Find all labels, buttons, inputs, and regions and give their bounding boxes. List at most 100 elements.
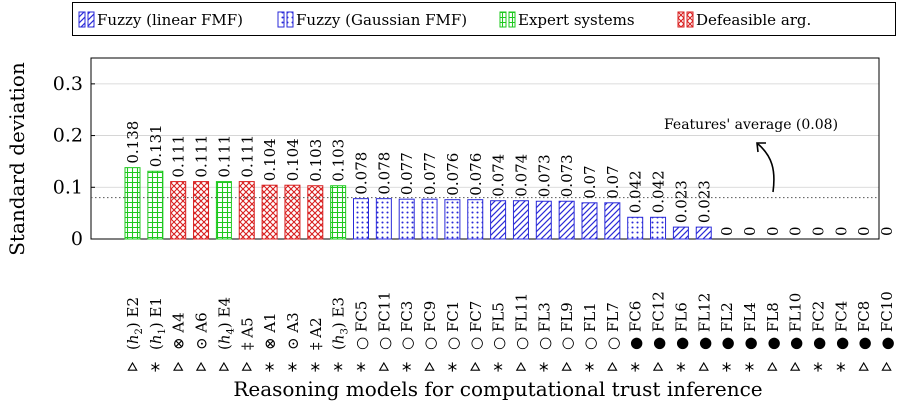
bar <box>581 202 598 240</box>
value-label: 0.076 <box>444 153 462 196</box>
star-marker-icon <box>402 362 411 372</box>
value-label: 0.103 <box>307 139 325 182</box>
category-label: ● FL8 <box>764 302 782 350</box>
legend-swatch-expert-systems <box>499 11 507 28</box>
star-marker-icon <box>311 362 320 372</box>
value-label: 0 <box>787 226 805 236</box>
triangle-marker-icon <box>515 361 527 371</box>
bar <box>215 181 232 240</box>
star-marker-icon <box>539 362 549 372</box>
star-marker-icon <box>151 362 160 372</box>
bar <box>421 198 438 240</box>
legend-item-fuzzy-gaussian: Fuzzy (Gaussian FMF) <box>277 11 467 29</box>
value-label: 0 <box>832 226 850 236</box>
legend-item-defeasible: Defeasible arg. <box>677 11 811 29</box>
value-label: 0 <box>764 226 782 236</box>
triangle-marker-icon <box>241 361 252 371</box>
value-label: 0.074 <box>512 154 530 197</box>
category-label: (h3) E3 <box>330 297 351 350</box>
category-label: ● FL4 <box>741 302 759 350</box>
features-average-arrowhead <box>756 142 766 153</box>
category-label: ● FL10 <box>787 293 805 350</box>
legend-label-defeasible: Defeasible arg. <box>696 11 811 29</box>
star-marker-icon <box>813 362 823 372</box>
star-marker-icon <box>836 362 846 372</box>
star-marker-icon <box>265 362 274 372</box>
value-label: 0.077 <box>421 152 439 195</box>
category-label: ‡ A2 <box>307 317 325 350</box>
features-average-label: Features' average (0.08) <box>664 117 838 133</box>
triangle-marker-icon <box>698 361 709 371</box>
triangle-marker-icon <box>881 361 892 371</box>
star-marker-icon <box>448 362 457 372</box>
triangle-marker-icon <box>378 361 390 371</box>
bar <box>535 200 552 240</box>
category-label: ● FC12 <box>650 291 668 350</box>
triangle-marker-icon <box>767 361 778 371</box>
value-label: 0 <box>741 226 759 236</box>
category-label: ○ FL1 <box>581 302 599 350</box>
category-label: ⊗ A1 <box>261 312 279 350</box>
category-label: ⊙ A6 <box>193 312 211 350</box>
value-label: 0.078 <box>353 152 371 195</box>
value-label: 0.077 <box>398 152 416 195</box>
value-label: 0.131 <box>147 124 165 167</box>
plot-frame <box>90 57 880 240</box>
bar <box>398 198 415 240</box>
value-label: 0.023 <box>695 180 713 223</box>
legend-item-fuzzy-linear: Fuzzy (linear FMF) <box>78 11 243 29</box>
category-label: ○ FC9 <box>421 301 439 350</box>
y-axis-ticks: 0 0.1 0.2 0.3 <box>53 73 95 250</box>
bar <box>147 170 164 240</box>
y-tick-label: 0.3 <box>53 73 83 95</box>
bar <box>353 198 369 240</box>
features-average-arrow <box>757 143 775 193</box>
value-label: 0.074 <box>490 154 508 197</box>
y-tick-label: 0.1 <box>53 176 83 198</box>
legend-swatch-fuzzy-linear-2 <box>87 11 95 28</box>
category-label: ⊙ A3 <box>284 312 302 350</box>
bar <box>627 216 644 240</box>
category-label: (h2) E2 <box>124 297 145 350</box>
bar <box>695 226 712 240</box>
triangle-marker-icon <box>607 361 618 371</box>
value-label: 0.07 <box>581 165 599 198</box>
value-label: 0.078 <box>375 152 393 195</box>
category-label: ● FC4 <box>832 301 850 350</box>
value-label: 0.042 <box>627 170 645 213</box>
category-label: ● FC2 <box>810 301 828 350</box>
bar <box>444 199 461 240</box>
star-marker-icon <box>722 362 731 372</box>
bar <box>672 226 689 240</box>
category-label: ○ FL7 <box>604 302 622 350</box>
star-marker-icon <box>356 362 366 372</box>
bars <box>124 167 712 240</box>
y-axis-label: Standard deviation <box>5 62 29 256</box>
bar <box>330 185 347 240</box>
category-label: (h1) E1 <box>147 297 168 350</box>
bar <box>307 185 324 240</box>
value-label: 0 <box>718 226 736 236</box>
bar <box>490 200 507 240</box>
bar <box>375 198 392 240</box>
y-tick-label: 0 <box>71 228 83 250</box>
category-label: ○ FL9 <box>558 302 576 350</box>
legend-label-fuzzy-gaussian: Fuzzy (Gaussian FMF) <box>296 11 467 29</box>
value-label: 0 <box>878 226 896 236</box>
legend-label-fuzzy-linear: Fuzzy (linear FMF) <box>97 11 243 29</box>
value-label: 0.138 <box>124 121 142 164</box>
bar <box>170 181 187 240</box>
category-label: ● FL12 <box>695 293 713 350</box>
category-markers <box>127 361 892 372</box>
bar <box>467 199 484 240</box>
category-label: ● FC8 <box>855 301 873 350</box>
bar <box>558 200 575 240</box>
star-marker-icon <box>676 362 686 372</box>
category-label: ○ FL3 <box>535 302 553 350</box>
category-label: (h4) E4 <box>215 297 236 350</box>
category-label: ○ FC11 <box>375 291 393 350</box>
bar <box>193 181 210 240</box>
value-label: 0.07 <box>604 165 622 198</box>
triangle-marker-icon <box>218 361 230 371</box>
legend-swatch-fuzzy-linear <box>78 11 86 28</box>
